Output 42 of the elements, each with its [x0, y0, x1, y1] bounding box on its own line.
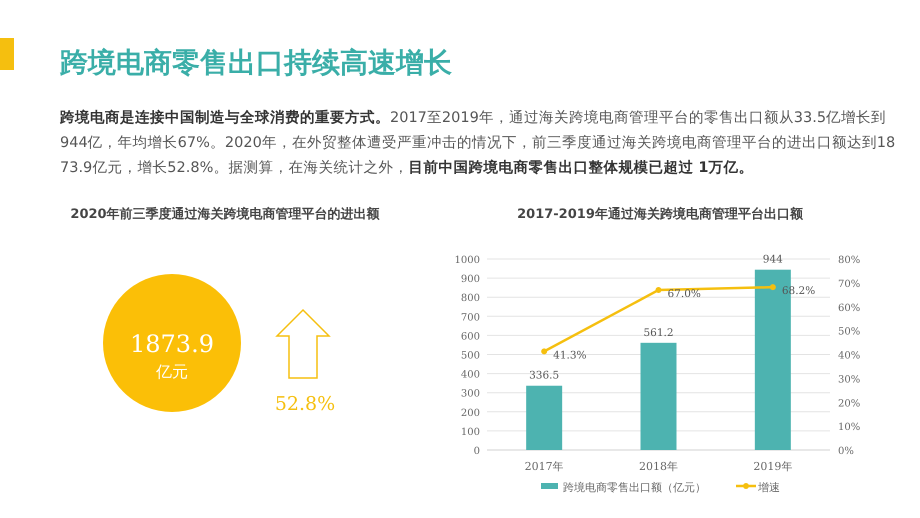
x-tick-label: 2018年 — [639, 460, 678, 473]
y2-tick-label: 20% — [838, 398, 860, 410]
y-tick-label: 700 — [460, 312, 480, 324]
y-tick-label: 900 — [460, 274, 480, 286]
data-label: 944 — [762, 254, 784, 266]
y-tick-label: 100 — [460, 426, 480, 438]
y-tick-label: 200 — [460, 408, 480, 419]
bar — [526, 386, 562, 450]
y2-tick-label: 10% — [838, 422, 860, 434]
y-tick-label: 1000 — [454, 255, 480, 266]
legend-label: 增速 — [757, 481, 780, 494]
y2-tick-label: 50% — [838, 326, 860, 338]
x-tick-label: 2017年 — [524, 460, 564, 473]
y2-tick-label: 30% — [838, 374, 860, 386]
data-label: 561.2 — [643, 326, 674, 339]
y2-tick-label: 60% — [838, 302, 860, 314]
data-label: 336.5 — [529, 370, 560, 382]
y-tick-label: 300 — [460, 388, 480, 400]
data-label: 41.3% — [553, 349, 587, 362]
text: 52.8% — [274, 393, 336, 415]
point — [541, 348, 548, 354]
data-label: 67.0% — [668, 288, 701, 300]
y-tick-label: 600 — [460, 331, 480, 342]
y-tick-label: 400 — [460, 370, 480, 381]
chart-title: 2017-2019年通过海关跨境电商管理平台出口额 — [517, 206, 804, 222]
y-tick-label: 500 — [460, 350, 480, 362]
y2-tick-label: 70% — [838, 278, 860, 290]
bar — [640, 342, 676, 450]
legend-label: 跨境电商零售出口额（亿元） — [563, 481, 706, 494]
point — [656, 287, 662, 294]
y-tick-label: 800 — [460, 293, 480, 304]
point — [770, 284, 776, 290]
y2-tick-label: 0% — [838, 446, 854, 457]
title: 跨境电商零售出口持续高速增长 — [60, 46, 452, 79]
text: 2020年前三季度通过海关跨境电商管理平台的进出额 — [70, 206, 381, 222]
y2-tick-label: 40% — [838, 350, 860, 362]
text: 1873.9 — [130, 330, 214, 358]
x-tick-label: 2019年 — [753, 460, 792, 473]
text: 跨境电商是连接中国制造与全球消费的重要方式。2017至2019年，通过海关跨境电商管理平台的零售出口额从33.5亿增长到944亿，年均增长67%。2020年，在外贸整体遭受严重冲击的情况下，前三季度通过海关跨境电商管理平台的进出口额达到1873.9亿元，增长52.8%。据测算，在海关统计之外，目前中国跨境电商零售出口整体规模已超过 1万亿。 — [59, 108, 896, 176]
text: 亿元 — [155, 362, 188, 381]
y-tick-label: 0 — [474, 446, 480, 457]
y2-tick-label: 80% — [838, 255, 860, 266]
